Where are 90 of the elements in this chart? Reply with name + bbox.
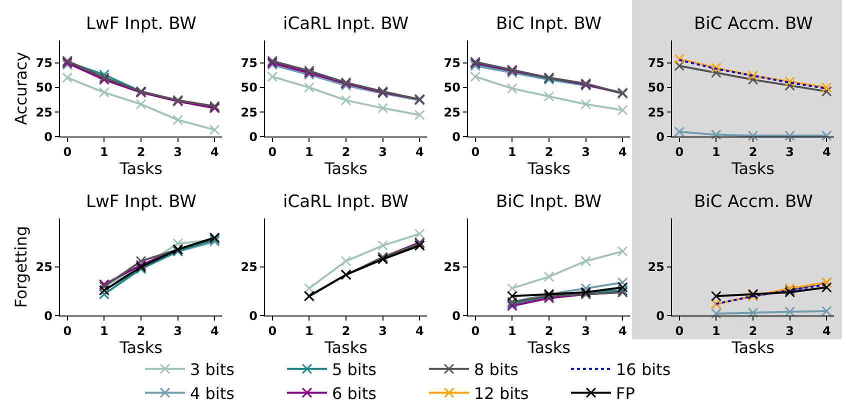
x-tick-label: 3 (786, 324, 794, 338)
x-tick-label: 4 (618, 324, 627, 338)
x-axis-title: Tasks (526, 159, 570, 178)
x-tick-label: 1 (508, 324, 516, 338)
legend-label: 8 bits (474, 360, 518, 380)
x-tick-label: 4 (210, 324, 219, 338)
x-tick-label: 2 (544, 324, 554, 338)
x-tick-label: 2 (136, 145, 146, 160)
x-tick-label: 1 (100, 324, 108, 338)
x-tick-label: 1 (305, 324, 314, 338)
x-tick-label: 4 (415, 145, 424, 160)
x-tick-label: 3 (378, 145, 387, 160)
x-axis-title: Tasks (324, 338, 368, 358)
y-tick-label: 25 (648, 260, 664, 274)
y-tick-label: 50 (444, 80, 460, 95)
x-tick-label: 2 (342, 324, 350, 338)
x-tick-label: 3 (786, 145, 794, 160)
x-tick-label: 3 (378, 324, 387, 338)
y-axis-title: Forgetting (12, 226, 31, 308)
x-tick-label: 2 (544, 145, 554, 160)
x-tick-label: 0 (63, 324, 72, 338)
x-axis-title: Tasks (118, 338, 162, 358)
chart-title: BiC Inpt. BW (496, 192, 602, 212)
legend-label: 5 bits (332, 360, 376, 380)
y-tick-label: 0 (452, 308, 460, 323)
y-tick-label: 75 (648, 56, 664, 70)
legend-label: 16 bits (616, 360, 671, 380)
y-tick-label: 0 (249, 308, 258, 323)
y-axis-title: Accuracy (12, 52, 31, 126)
y-tick-label: 75 (36, 56, 52, 70)
x-tick-label: 0 (471, 145, 480, 160)
legend-label: 12 bits (474, 384, 529, 403)
x-tick-label: 1 (712, 145, 720, 160)
x-tick-label: 0 (675, 324, 684, 338)
legend-label: 6 bits (332, 384, 376, 403)
chart-title: BiC Accm. BW (694, 14, 814, 34)
x-tick-label: 0 (268, 145, 277, 160)
y-tick-label: 25 (240, 260, 258, 274)
x-tick-label: 4 (618, 145, 627, 160)
x-tick-label: 3 (174, 324, 182, 338)
y-tick-label: 0 (249, 130, 258, 144)
x-tick-label: 1 (305, 145, 314, 160)
x-tick-label: 0 (471, 324, 480, 338)
y-tick-label: 50 (36, 80, 52, 95)
y-tick-label: 0 (44, 308, 52, 323)
chart-title: BiC Inpt. BW (496, 14, 602, 34)
x-tick-label: 3 (582, 324, 590, 338)
x-tick-label: 3 (582, 145, 590, 160)
x-tick-label: 4 (415, 324, 424, 338)
x-tick-label: 0 (63, 145, 72, 160)
x-tick-label: 4 (210, 145, 219, 160)
x-tick-label: 2 (748, 324, 758, 338)
y-tick-label: 25 (240, 105, 258, 120)
y-tick-label: 0 (452, 130, 460, 144)
x-tick-label: 1 (100, 145, 108, 160)
y-tick-label: 75 (240, 56, 258, 70)
x-tick-label: 4 (822, 324, 831, 338)
legend-label: 4 bits (190, 384, 234, 403)
x-tick-label: 2 (342, 145, 350, 160)
y-tick-label: 25 (444, 105, 460, 120)
y-tick-label: 50 (240, 80, 258, 95)
chart-title: iCaRL Inpt. BW (283, 192, 409, 212)
y-tick-label: 25 (648, 105, 664, 120)
x-tick-label: 2 (748, 145, 758, 160)
x-tick-label: 3 (174, 145, 182, 160)
x-tick-label: 2 (136, 324, 146, 338)
x-axis-title: Tasks (730, 338, 774, 358)
chart-title: LwF Inpt. BW (86, 192, 197, 212)
x-tick-label: 4 (822, 145, 831, 160)
legend-label: 3 bits (190, 360, 234, 380)
y-tick-label: 25 (444, 260, 460, 274)
x-axis-title: Tasks (526, 338, 570, 358)
x-axis-title: Tasks (730, 159, 774, 178)
chart-title: LwF Inpt. BW (86, 14, 197, 34)
x-tick-label: 1 (508, 145, 516, 160)
x-tick-label: 1 (712, 324, 720, 338)
x-tick-label: 0 (675, 145, 684, 160)
x-axis-title: Tasks (118, 159, 162, 178)
y-tick-label: 25 (36, 105, 52, 120)
y-tick-label: 0 (656, 308, 664, 323)
y-tick-label: 0 (44, 130, 52, 144)
x-axis-title: Tasks (324, 159, 368, 178)
legend-label: FP (616, 384, 636, 403)
y-tick-label: 75 (444, 56, 460, 70)
y-tick-label: 50 (648, 80, 664, 95)
y-tick-label: 0 (656, 130, 664, 144)
chart-title: BiC Accm. BW (694, 192, 814, 212)
x-tick-label: 0 (268, 324, 277, 338)
chart-title: iCaRL Inpt. BW (283, 14, 409, 34)
y-tick-label: 25 (36, 260, 52, 274)
